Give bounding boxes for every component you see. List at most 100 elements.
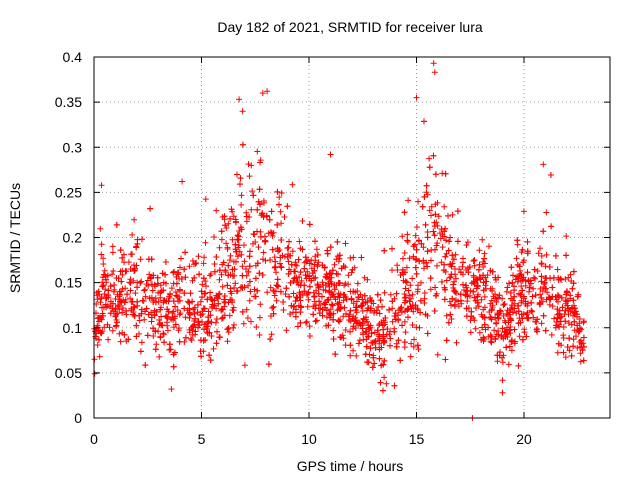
data-point [133, 243, 139, 250]
data-point [129, 231, 136, 238]
data-point [409, 291, 416, 298]
data-point [94, 342, 101, 348]
data-point [415, 237, 422, 244]
data-point [197, 312, 204, 319]
data-point [268, 208, 275, 215]
data-point [239, 308, 246, 315]
data-point [181, 305, 188, 312]
data-point [419, 203, 426, 210]
data-point [488, 297, 495, 304]
data-point [382, 315, 389, 321]
data-point [117, 247, 124, 254]
data-point [381, 289, 388, 296]
data-point [96, 353, 103, 360]
data-point [327, 306, 334, 313]
data-point [519, 336, 526, 343]
data-point [154, 280, 161, 287]
data-point [573, 311, 580, 318]
data-point [138, 339, 145, 346]
data-point [218, 271, 225, 278]
data-point [117, 298, 123, 305]
data-point [94, 315, 101, 322]
data-point [482, 274, 489, 281]
data-point [202, 278, 209, 285]
data-point [334, 238, 341, 245]
data-point [387, 335, 394, 342]
data-point [443, 337, 450, 344]
data-point [380, 387, 386, 394]
data-point [194, 301, 201, 308]
data-point [381, 357, 388, 364]
data-point [278, 190, 285, 196]
data-point [270, 303, 277, 310]
data-point [110, 308, 117, 315]
data-point [310, 311, 317, 318]
data-point [306, 221, 313, 228]
data-point [505, 361, 512, 368]
data-point [517, 271, 524, 277]
data-point [273, 282, 280, 289]
data-point [312, 238, 318, 245]
data-point [162, 271, 169, 278]
data-point [171, 349, 178, 356]
data-point [442, 170, 449, 177]
data-point [153, 308, 160, 315]
data-point [304, 268, 311, 275]
data-point [284, 203, 291, 210]
data-point [410, 253, 417, 260]
data-point [186, 263, 193, 270]
data-point [328, 301, 335, 308]
data-point [551, 315, 558, 322]
data-point [405, 314, 411, 321]
data-point [569, 285, 576, 292]
data-point [473, 277, 480, 284]
data-point [389, 245, 395, 252]
data-point [164, 313, 171, 320]
data-point [434, 351, 441, 358]
data-point [462, 292, 469, 298]
data-point [276, 247, 283, 253]
data-point [359, 296, 366, 303]
data-point [564, 344, 571, 350]
data-point [383, 380, 390, 387]
data-point [359, 320, 366, 327]
data-point [546, 264, 553, 270]
data-point [518, 291, 524, 298]
data-point [313, 302, 319, 309]
data-point [216, 290, 223, 297]
data-point [335, 279, 342, 286]
data-point [353, 298, 360, 305]
data-point [118, 288, 125, 295]
data-point [432, 211, 439, 218]
data-point [563, 252, 570, 259]
data-point [260, 214, 267, 220]
data-point [321, 264, 328, 271]
data-point [211, 234, 217, 240]
data-point [277, 254, 284, 261]
data-point [377, 379, 384, 386]
data-point [121, 331, 128, 338]
data-point [104, 272, 111, 279]
data-point [415, 282, 421, 289]
data-point [532, 275, 538, 282]
data-point [265, 361, 272, 368]
data-point [257, 159, 263, 166]
data-point [254, 260, 261, 267]
data-point [518, 311, 525, 318]
data-point [187, 335, 194, 342]
data-point [305, 296, 312, 303]
data-point [514, 261, 521, 268]
data-point [574, 293, 581, 300]
data-point [109, 327, 116, 334]
data-point [368, 297, 375, 304]
data-point [267, 229, 274, 236]
data-point [473, 305, 479, 311]
data-point [170, 298, 177, 305]
data-point [224, 244, 231, 251]
data-point [353, 304, 360, 311]
data-point [117, 268, 124, 275]
data-point [160, 330, 167, 337]
data-point [399, 266, 406, 273]
data-point [352, 307, 359, 314]
data-point [520, 295, 527, 302]
